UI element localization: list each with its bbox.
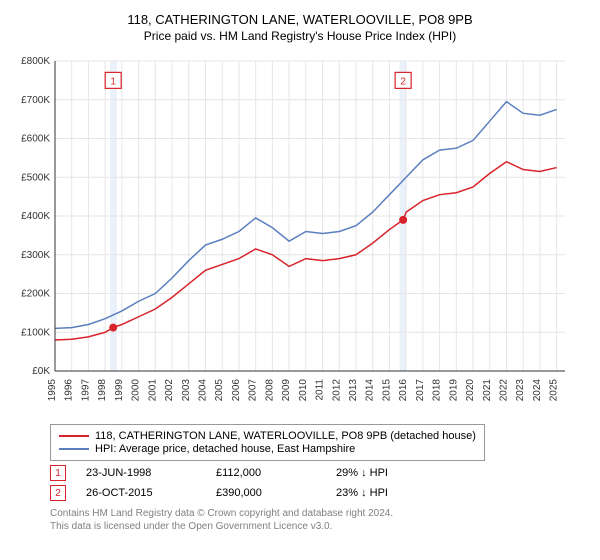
svg-text:1998: 1998 [97, 379, 108, 402]
legend-swatch [59, 448, 89, 450]
svg-text:£200K: £200K [21, 289, 50, 300]
svg-text:2010: 2010 [298, 379, 309, 402]
sale-date: 26-OCT-2015 [86, 487, 216, 499]
legend-item: 118, CATHERINGTON LANE, WATERLOOVILLE, P… [59, 430, 476, 442]
sale-marker-icon: 2 [50, 485, 66, 501]
svg-text:£500K: £500K [21, 172, 50, 183]
svg-text:1: 1 [110, 76, 116, 87]
svg-text:£0K: £0K [32, 366, 50, 377]
svg-text:1999: 1999 [114, 379, 125, 402]
svg-text:2008: 2008 [264, 379, 275, 402]
svg-text:2006: 2006 [231, 379, 242, 402]
svg-text:2002: 2002 [164, 379, 175, 402]
svg-text:2015: 2015 [381, 379, 392, 402]
sale-date: 23-JUN-1998 [86, 467, 216, 479]
svg-text:2011: 2011 [315, 379, 326, 401]
legend-item: HPI: Average price, detached house, East… [59, 443, 476, 455]
chart-title: 118, CATHERINGTON LANE, WATERLOOVILLE, P… [10, 12, 590, 27]
svg-text:1995: 1995 [47, 379, 58, 402]
chart-container: 118, CATHERINGTON LANE, WATERLOOVILLE, P… [10, 12, 590, 533]
sale-row: 1 23-JUN-1998£112,00029% ↓ HPI [50, 465, 590, 481]
svg-text:£400K: £400K [21, 211, 50, 222]
chart-area: £0K £100K £200K £300K £400K £500K £600K £700K £8… [10, 51, 590, 416]
price-chart: £0K £100K £200K £300K £400K £500K £600K £700K £8… [10, 51, 570, 411]
svg-text:2005: 2005 [214, 379, 225, 402]
svg-text:2017: 2017 [415, 379, 426, 402]
attribution-line-2: This data is licensed under the Open Gov… [50, 520, 590, 533]
svg-text:2000: 2000 [131, 379, 142, 402]
svg-text:1996: 1996 [64, 379, 75, 402]
sale-price: £112,000 [216, 467, 336, 479]
sale-delta: 29% ↓ HPI [336, 467, 456, 479]
svg-text:2024: 2024 [532, 379, 543, 402]
svg-text:2014: 2014 [365, 379, 376, 402]
svg-text:2023: 2023 [515, 379, 526, 402]
sale-dot-2 [399, 216, 407, 224]
attribution: Contains HM Land Registry data © Crown c… [50, 507, 590, 533]
svg-text:2019: 2019 [448, 379, 459, 402]
attribution-line-1: Contains HM Land Registry data © Crown c… [50, 507, 590, 520]
legend-label: HPI: Average price, detached house, East… [95, 443, 355, 455]
svg-text:2013: 2013 [348, 379, 359, 402]
legend-label: 118, CATHERINGTON LANE, WATERLOOVILLE, P… [95, 430, 476, 442]
svg-text:2001: 2001 [147, 379, 158, 402]
svg-text:£800K: £800K [21, 56, 50, 67]
svg-text:2020: 2020 [465, 379, 476, 402]
svg-text:2: 2 [400, 76, 406, 87]
svg-text:£600K: £600K [21, 134, 50, 145]
sale-row: 2 26-OCT-2015£390,00023% ↓ HPI [50, 485, 590, 501]
svg-text:2018: 2018 [432, 379, 443, 402]
svg-text:2016: 2016 [398, 379, 409, 402]
sale-delta: 23% ↓ HPI [336, 487, 456, 499]
svg-text:2003: 2003 [181, 379, 192, 402]
svg-text:2022: 2022 [498, 379, 509, 402]
sale-marker-icon: 1 [50, 465, 66, 481]
legend-swatch [59, 435, 89, 437]
sale-dot-1 [109, 324, 117, 332]
svg-text:£100K: £100K [21, 327, 50, 338]
svg-text:2007: 2007 [248, 379, 259, 402]
svg-text:1997: 1997 [80, 379, 91, 402]
svg-text:2012: 2012 [331, 379, 342, 402]
sale-price: £390,000 [216, 487, 336, 499]
sales-table: 1 23-JUN-1998£112,00029% ↓ HPI 2 26-OCT-201… [50, 465, 590, 501]
svg-text:2004: 2004 [197, 379, 208, 402]
svg-text:2025: 2025 [549, 379, 560, 402]
svg-text:£700K: £700K [21, 95, 50, 106]
legend: 118, CATHERINGTON LANE, WATERLOOVILLE, P… [50, 424, 485, 461]
chart-subtitle: Price paid vs. HM Land Registry's House … [10, 29, 590, 43]
svg-text:£300K: £300K [21, 250, 50, 261]
svg-text:2021: 2021 [482, 379, 493, 402]
svg-text:2009: 2009 [281, 379, 292, 402]
